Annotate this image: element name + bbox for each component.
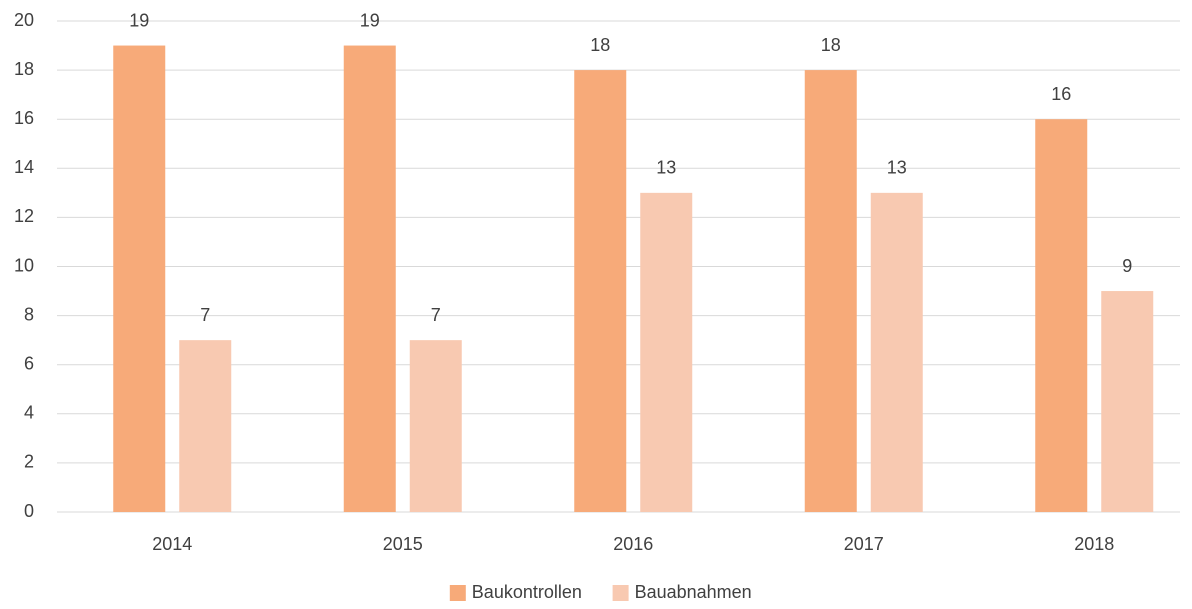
data-label: 19 <box>129 10 149 30</box>
data-label: 16 <box>1051 84 1071 104</box>
y-tick-label: 8 <box>24 304 34 324</box>
bar <box>1101 291 1154 512</box>
y-tick-label: 16 <box>14 108 34 128</box>
x-tick-label: 2015 <box>383 534 423 554</box>
x-tick-label: 2014 <box>152 534 192 554</box>
bar <box>870 192 923 512</box>
x-tick-label: 2016 <box>613 534 653 554</box>
legend-label: Bauabnahmen <box>635 582 752 602</box>
y-tick-label: 0 <box>24 501 34 521</box>
data-label: 19 <box>360 10 380 30</box>
y-tick-label: 10 <box>14 255 34 275</box>
y-tick-label: 18 <box>14 59 34 79</box>
x-tick-label: 2017 <box>844 534 884 554</box>
y-tick-label: 20 <box>14 10 34 30</box>
legend-swatch <box>449 585 466 601</box>
x-tick-label: 2018 <box>1074 534 1114 554</box>
data-label: 7 <box>431 305 441 325</box>
bar <box>113 45 166 513</box>
y-tick-label: 14 <box>14 157 34 177</box>
y-tick-label: 6 <box>24 353 34 373</box>
y-tick-label: 4 <box>24 403 34 423</box>
y-tick-label: 2 <box>24 452 34 472</box>
legend-label: Baukontrollen <box>472 582 582 602</box>
bar <box>179 340 232 512</box>
bar <box>804 70 857 512</box>
legend-swatch <box>612 585 629 601</box>
data-label: 18 <box>590 35 610 55</box>
bar <box>409 340 462 512</box>
data-label: 13 <box>887 158 907 178</box>
bar <box>343 45 396 513</box>
y-tick-label: 12 <box>14 206 34 226</box>
data-label: 7 <box>200 305 210 325</box>
data-label: 18 <box>821 35 841 55</box>
bar <box>1035 119 1088 512</box>
data-label: 9 <box>1122 256 1132 276</box>
bar <box>640 192 693 512</box>
data-label: 13 <box>656 158 676 178</box>
bar <box>574 70 627 512</box>
